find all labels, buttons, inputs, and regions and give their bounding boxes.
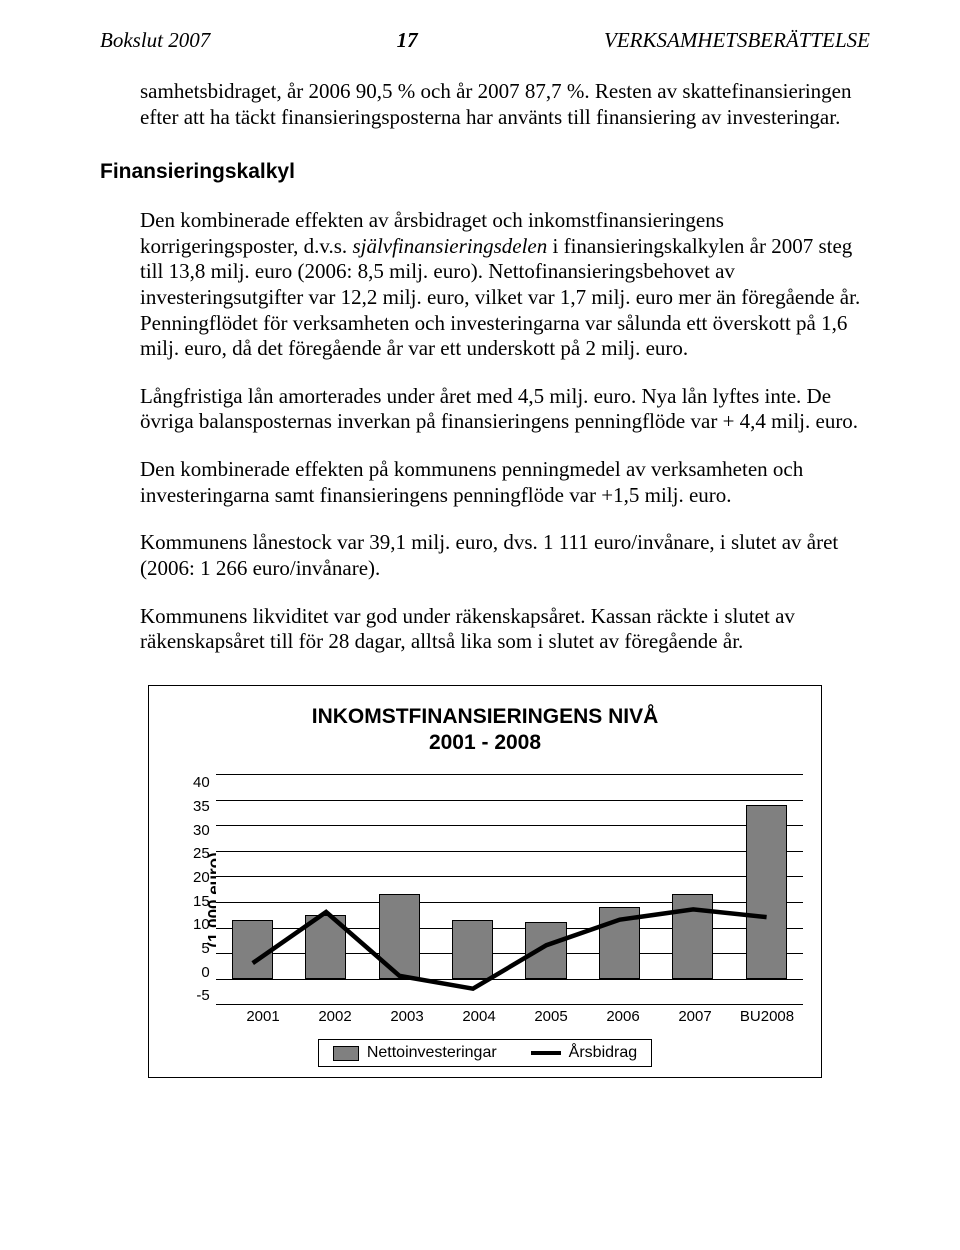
legend-item-bars: Nettoinvesteringar [333, 1044, 497, 1062]
y-tick-label: 0 [201, 964, 209, 981]
x-tick-label: 2006 [587, 1008, 659, 1025]
document-page: Bokslut 2007 17 VERKSAMHETSBERÄTTELSE sa… [0, 0, 960, 1118]
x-tick-label: 2002 [299, 1008, 371, 1025]
legend-label-line: Årsbidrag [569, 1044, 637, 1062]
x-tick-label: 2005 [515, 1008, 587, 1025]
chart-title-line2: 2001 - 2008 [429, 731, 541, 754]
line-polyline [252, 910, 766, 989]
chart-title-line1: INKOMSTFINANSIERINGENS NIVÅ [312, 705, 659, 728]
header-right: VERKSAMHETSBERÄTTELSE [604, 28, 870, 53]
y-tick-label: 40 [193, 774, 210, 791]
y-tick-label: -5 [196, 987, 209, 1004]
plot-area [216, 774, 803, 1004]
y-tick-label: 30 [193, 822, 210, 839]
chart-container: INKOMSTFINANSIERINGENS NIVÅ 2001 - 2008 … [148, 685, 822, 1079]
x-tick-label: 2004 [443, 1008, 515, 1025]
x-tick-label: 2003 [371, 1008, 443, 1025]
legend-swatch-bars [333, 1046, 359, 1061]
x-axis-ticks: 2001200220032004200520062007BU2008 [227, 1008, 803, 1025]
x-tick-label: 2007 [659, 1008, 731, 1025]
chart-legend: Nettoinvesteringar Årsbidrag [318, 1039, 652, 1067]
y-tick-label: 35 [193, 798, 210, 815]
plot-wrap: 4035302520151050-5 200120022003200420052… [193, 774, 803, 1025]
legend-item-line: Årsbidrag [531, 1044, 637, 1062]
line-series [216, 774, 803, 1004]
section-heading: Finansieringskalkyl [100, 160, 870, 184]
legend-swatch-line [531, 1051, 561, 1055]
intro-paragraph: samhetsbidraget, år 2006 90,5 % och år 2… [100, 79, 870, 130]
paragraph-5: Kommunens likviditet var god under räken… [140, 604, 870, 655]
y-axis-label-wrap: (1 000 euro) [167, 774, 193, 1025]
para1-italic-term: självfinansieringsdelen [352, 234, 547, 258]
x-tick-label: BU2008 [731, 1008, 803, 1025]
gridline [216, 1004, 803, 1005]
chart-body: (1 000 euro) 4035302520151050-5 20012002… [167, 774, 803, 1025]
paragraph-3: Den kombinerade effekten på kommunens pe… [140, 457, 870, 508]
plot-row: 4035302520151050-5 [193, 774, 803, 1004]
header-left: Bokslut 2007 [100, 28, 210, 53]
page-header: Bokslut 2007 17 VERKSAMHETSBERÄTTELSE [100, 28, 870, 53]
legend-label-bars: Nettoinvesteringar [367, 1044, 497, 1062]
x-tick-label: 2001 [227, 1008, 299, 1025]
header-page-number: 17 [397, 28, 418, 53]
paragraph-4: Kommunens lånestock var 39,1 milj. euro,… [140, 530, 870, 581]
paragraph-1: Den kombinerade effekten av årsbidraget … [140, 208, 870, 362]
paragraph-2: Långfristiga lån amorterades under året … [140, 384, 870, 435]
chart-title: INKOMSTFINANSIERINGENS NIVÅ 2001 - 2008 [167, 704, 803, 757]
